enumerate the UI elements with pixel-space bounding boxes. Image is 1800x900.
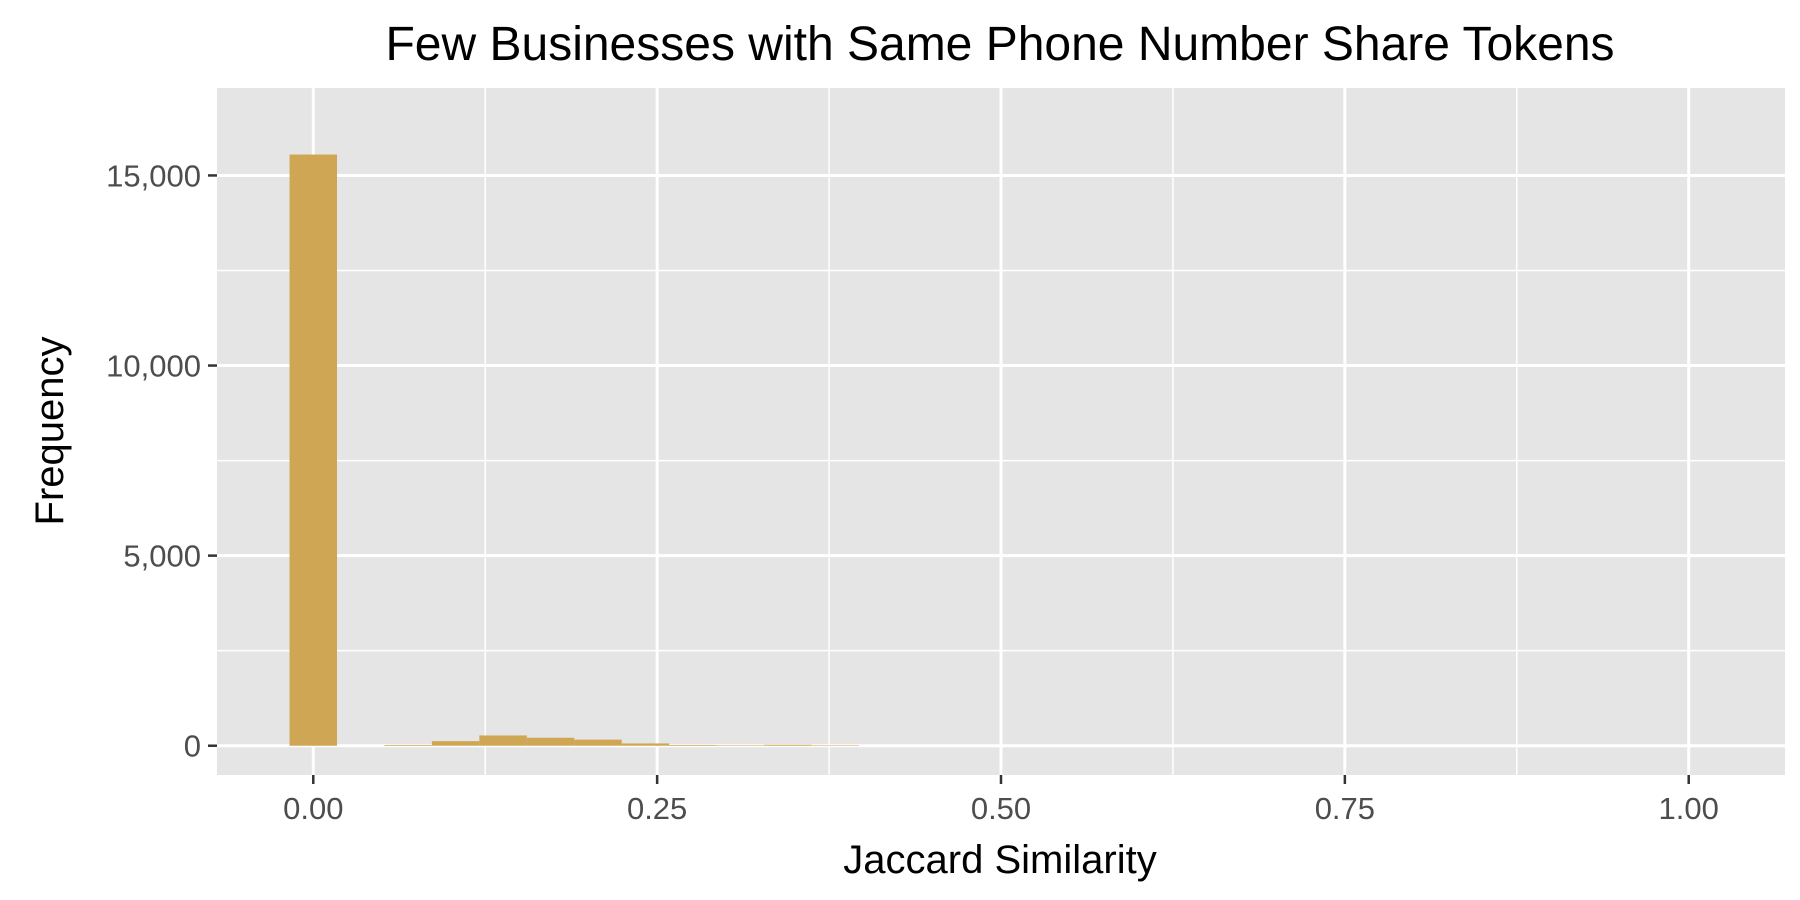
y-tick-label: 15,000 (106, 158, 201, 193)
histogram-bar (384, 744, 432, 746)
x-tick-label: 0.25 (627, 791, 687, 826)
histogram-bar (669, 744, 717, 746)
y-tick-label: 0 (184, 729, 201, 764)
histogram-bar (574, 739, 622, 746)
y-axis-title: Frequency (28, 337, 72, 526)
y-tick-label: 5,000 (123, 539, 201, 574)
y-axis: 0 5,000 10,000 15,000 (106, 158, 217, 764)
histogram-bar (621, 743, 670, 746)
y-tick-label: 10,000 (106, 349, 201, 384)
x-tick-label: 0.00 (283, 791, 343, 826)
histogram-bar (479, 735, 527, 746)
chart-title: Few Businesses with Same Phone Number Sh… (385, 18, 1614, 71)
x-axis-title: Jaccard Similarity (843, 838, 1156, 882)
x-tick-label: 1.00 (1659, 791, 1719, 826)
x-tick-label: 0.75 (1315, 791, 1375, 826)
histogram-bar (431, 741, 480, 746)
histogram-bar (289, 154, 338, 746)
histogram-bar (716, 745, 765, 746)
histogram-bar (764, 744, 812, 746)
histogram-bar (526, 737, 575, 746)
x-axis: 0.00 0.25 0.50 0.75 1.00 (283, 775, 1719, 826)
histogram-bar (811, 745, 859, 747)
x-tick-label: 0.50 (971, 791, 1031, 826)
histogram-bars (289, 154, 859, 747)
